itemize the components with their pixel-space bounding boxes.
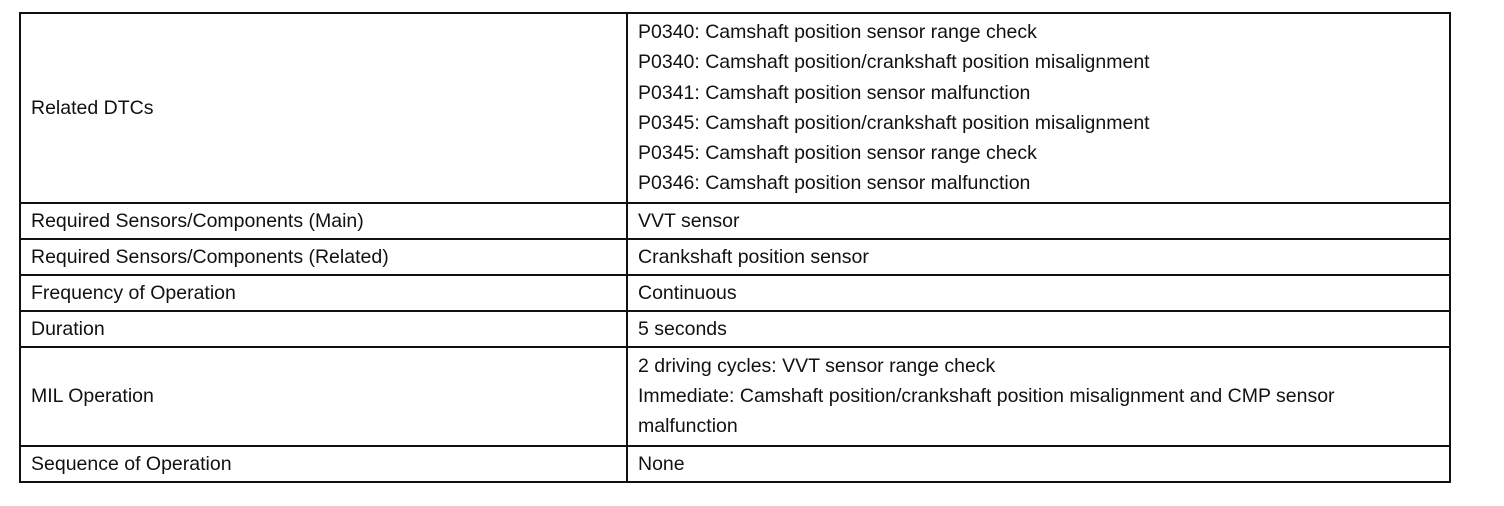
row-label: Required Sensors/Components (Related) xyxy=(19,237,628,276)
row-label: Frequency of Operation xyxy=(19,273,628,312)
table-row-sensors-related: Required Sensors/Components (Related) Cr… xyxy=(19,237,1451,276)
table-row-sensors-main: Required Sensors/Components (Main) VVT s… xyxy=(19,201,1451,240)
row-label: Sequence of Operation xyxy=(19,444,628,483)
dtc-item: P0341: Camshaft position sensor malfunct… xyxy=(638,81,1031,104)
row-label: Required Sensors/Components (Main) xyxy=(19,201,628,240)
dtc-item: P0345: Camshaft position/crankshaft posi… xyxy=(638,111,1150,134)
monitor-spec-table: Related DTCs P0340: Camshaft position se… xyxy=(19,12,1451,483)
dtc-item: P0345: Camshaft position sensor range ch… xyxy=(638,142,1037,165)
table-row-related-dtcs: Related DTCs P0340: Camshaft position se… xyxy=(19,12,1451,204)
row-value: None xyxy=(626,444,1451,483)
row-label: Related DTCs xyxy=(19,12,628,204)
dtc-item: P0340: Camshaft position/crankshaft posi… xyxy=(638,51,1150,74)
table-row-frequency: Frequency of Operation Continuous xyxy=(19,273,1451,312)
row-value: 5 seconds xyxy=(626,309,1451,348)
table-row-duration: Duration 5 seconds xyxy=(19,309,1451,348)
row-value: Crankshaft position sensor xyxy=(626,237,1451,276)
dtc-list: P0340: Camshaft position sensor range ch… xyxy=(626,12,1451,204)
mil-item: 2 driving cycles: VVT sensor range check xyxy=(638,354,996,377)
mil-operation-list: 2 driving cycles: VVT sensor range check… xyxy=(626,345,1451,447)
dtc-item: P0340: Camshaft position sensor range ch… xyxy=(638,21,1037,43)
row-value: Continuous xyxy=(626,273,1451,312)
row-label: MIL Operation xyxy=(19,345,628,447)
row-label: Duration xyxy=(19,309,628,348)
row-value: VVT sensor xyxy=(626,201,1451,240)
table-row-mil-operation: MIL Operation 2 driving cycles: VVT sens… xyxy=(19,345,1451,447)
mil-item: Immediate: Camshaft position/crankshaft … xyxy=(638,385,1335,438)
table-row-sequence: Sequence of Operation None xyxy=(19,444,1451,483)
dtc-item: P0346: Camshaft position sensor malfunct… xyxy=(638,172,1031,195)
